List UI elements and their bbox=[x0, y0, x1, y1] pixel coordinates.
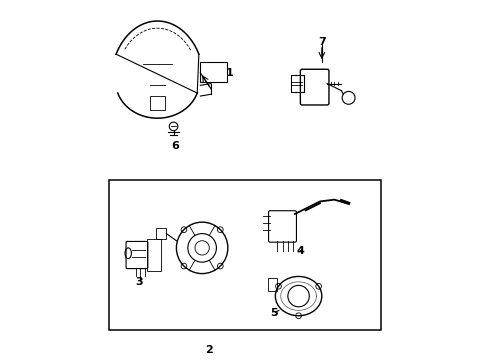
Text: 1: 1 bbox=[225, 68, 233, 78]
Bar bbox=[200, 62, 227, 82]
Bar bbox=[147, 239, 161, 271]
Text: 6: 6 bbox=[172, 141, 179, 151]
Text: 4: 4 bbox=[296, 247, 304, 256]
Text: 3: 3 bbox=[136, 277, 144, 287]
Bar bbox=[156, 228, 167, 239]
Text: 2: 2 bbox=[205, 345, 213, 355]
Bar bbox=[292, 75, 304, 93]
Bar bbox=[150, 96, 165, 111]
Bar bbox=[268, 278, 277, 291]
Bar bbox=[109, 180, 381, 330]
Text: 7: 7 bbox=[318, 37, 326, 48]
Text: 5: 5 bbox=[270, 308, 277, 318]
